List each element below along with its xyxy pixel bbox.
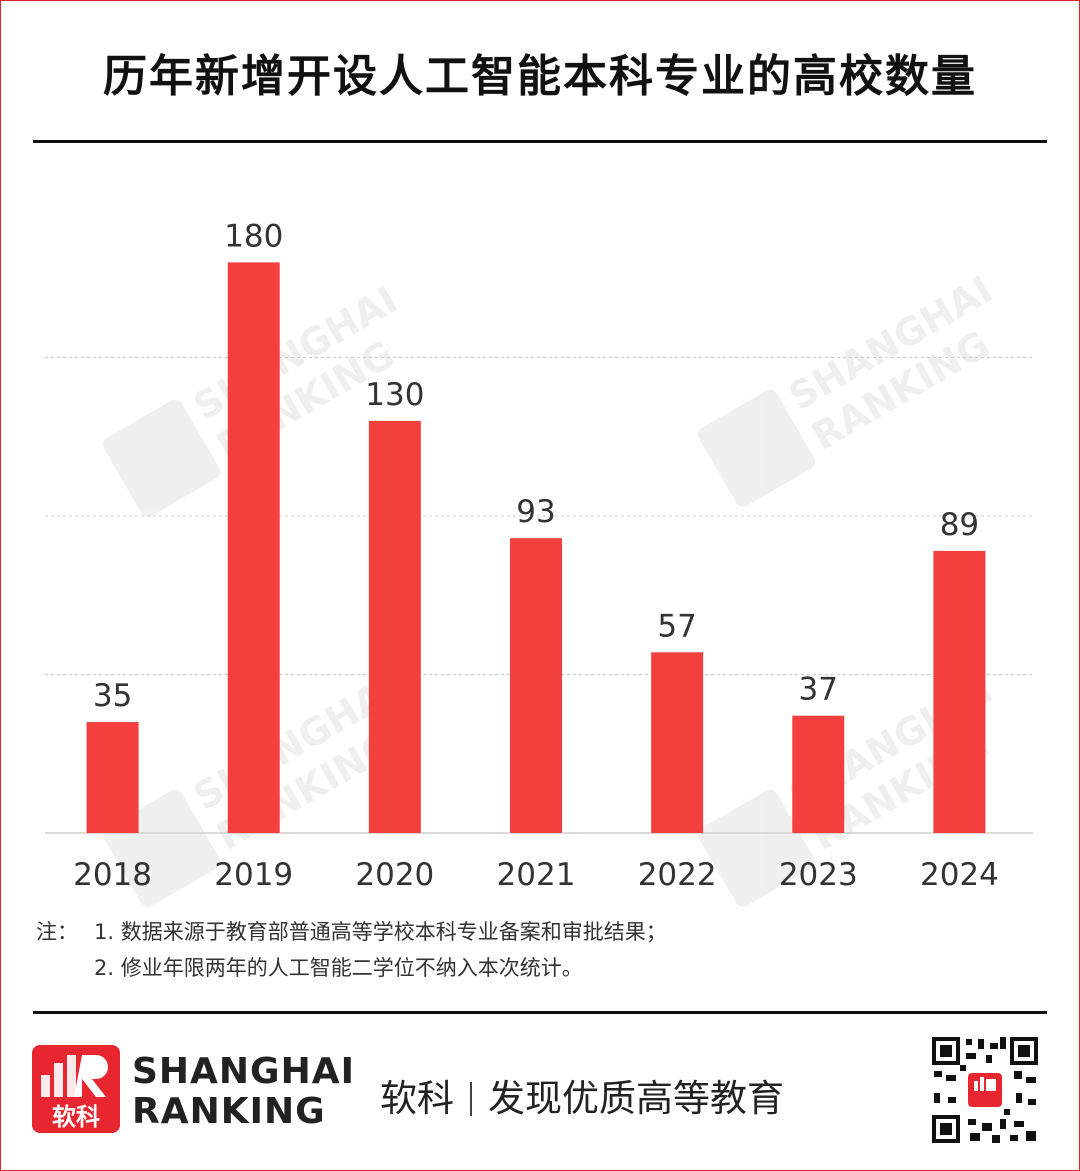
x-tick-label-2022: 2022 <box>638 857 717 893</box>
data-label-2019: 180 <box>224 218 283 254</box>
bar-2024 <box>933 550 986 833</box>
x-tick-label-2021: 2021 <box>497 857 576 893</box>
brand-line-2: RANKING <box>132 1091 326 1132</box>
x-tick-label-2023: 2023 <box>779 857 858 893</box>
brand-name: SHANGHAI RANKING <box>132 1052 355 1132</box>
x-tick-label-2020: 2020 <box>355 857 434 893</box>
data-label-2024: 89 <box>940 507 979 543</box>
bar-chart: 35 2018 180 2019 130 2020 93 2021 57 2022 37 2023 89… <box>45 218 1033 893</box>
title-divider <box>33 140 1047 143</box>
note-row: 注： 1. 数据来源于教育部普通高等学校本科专业备案和审批结果； <box>36 914 1046 950</box>
chart-notes: 注： 1. 数据来源于教育部普通高等学校本科专业备案和审批结果； 2. 修业年限… <box>36 914 1046 986</box>
data-label-2018: 35 <box>93 678 132 714</box>
note-item-1: 1. 数据来源于教育部普通高等学校本科专业备案和审批结果； <box>94 920 667 944</box>
qr-code-icon <box>930 1035 1040 1145</box>
brand-line-1: SHANGHAI <box>132 1051 355 1092</box>
x-tick-label-2024: 2024 <box>920 857 999 893</box>
slogan: 软科 发现优质高等教育 <box>380 1068 784 1122</box>
x-tick-label-2019: 2019 <box>214 857 293 893</box>
footer-divider <box>33 1011 1047 1014</box>
note-prefix: 注： <box>36 920 78 944</box>
bar-2021 <box>510 538 562 833</box>
bar-2020 <box>368 420 421 833</box>
slogan-separator <box>470 1082 472 1116</box>
chart-title: 历年新增开设人工智能本科专业的高校数量 <box>103 51 977 102</box>
logo-cn-text: 软科 <box>52 1103 100 1131</box>
x-tick-label-2018: 2018 <box>73 857 152 893</box>
note-item-2: 2. 修业年限两年的人工智能二学位不纳入本次统计。 <box>94 956 583 980</box>
bar-2019 <box>227 262 280 833</box>
bar-2018 <box>86 722 139 833</box>
note-row: 2. 修业年限两年的人工智能二学位不纳入本次统计。 <box>36 950 1046 986</box>
bar-2022 <box>651 652 704 833</box>
data-label-2023: 37 <box>799 672 838 708</box>
data-label-2020: 130 <box>365 377 424 413</box>
slogan-right: 发现优质高等教育 <box>488 1077 784 1120</box>
slogan-left: 软科 <box>380 1077 454 1120</box>
data-label-2022: 57 <box>657 608 696 644</box>
bar-2023 <box>792 715 845 833</box>
shanghai-ranking-logo: 软科 <box>32 1045 120 1133</box>
data-label-2021: 93 <box>516 494 555 530</box>
